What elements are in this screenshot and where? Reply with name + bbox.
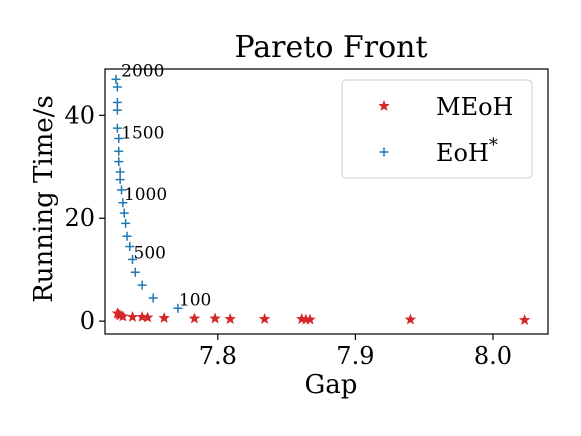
data-point-eoh-13 — [121, 218, 131, 228]
data-point-eoh-0 — [111, 74, 121, 84]
data-point-eoh-2 — [112, 97, 122, 107]
axes-frame — [104, 68, 549, 335]
data-point-meoh-5 — [136, 310, 148, 322]
data-point-meoh-6 — [141, 311, 154, 323]
data-point-meoh-11 — [258, 313, 271, 324]
data-point-eoh-16 — [128, 254, 138, 264]
annotation-500: 500 — [134, 243, 166, 263]
data-point-meoh-9 — [209, 312, 221, 324]
data-point-meoh-15 — [404, 313, 417, 325]
data-point-eoh-19 — [148, 293, 158, 303]
x-tick-label-2: 8.0 — [474, 342, 512, 370]
data-point-meoh-4 — [126, 310, 139, 322]
data-point-eoh-6 — [114, 146, 124, 156]
data-point-meoh-10 — [224, 313, 236, 324]
legend-label-meoh: MEoH — [436, 93, 513, 121]
plot-area: 2000 1500 1000 500 100 — [111, 62, 531, 325]
x-tick-label-1: 7.9 — [336, 342, 374, 370]
data-point-eoh-15 — [125, 242, 135, 252]
y-axis-label: Running Time/s — [29, 95, 59, 303]
data-point-eoh-12 — [119, 208, 129, 218]
data-point-eoh-20 — [173, 303, 183, 313]
data-point-eoh-17 — [130, 267, 140, 277]
legend-marker-eoh — [379, 147, 389, 157]
annotation-100: 100 — [179, 291, 211, 311]
series-meoh — [111, 307, 531, 325]
data-point-meoh-14 — [304, 313, 316, 325]
data-point-eoh-8 — [115, 167, 125, 177]
data-point-eoh-1 — [112, 82, 122, 92]
data-point-meoh-7 — [158, 311, 170, 323]
data-point-eoh-5 — [114, 133, 124, 143]
legend-label-superscript: * — [489, 135, 498, 156]
annotation-1000: 1000 — [124, 185, 167, 205]
series-eoh — [111, 74, 183, 313]
data-point-meoh-8 — [188, 312, 201, 324]
legend-label-eoh: EoH* — [436, 135, 498, 168]
y-tick-label-2: 40 — [64, 101, 95, 129]
legend-box — [341, 79, 533, 179]
data-point-eoh-11 — [118, 198, 128, 208]
axes: 7.8 7.9 8.0 0 20 40 — [64, 68, 549, 370]
legend-marker-meoh — [378, 99, 390, 111]
data-point-eoh-18 — [137, 280, 147, 290]
chart-title: Pareto Front — [234, 30, 427, 65]
y-tick-label-0: 0 — [80, 307, 95, 335]
y-tick-label-1: 20 — [64, 204, 95, 232]
data-point-eoh-9 — [115, 175, 125, 185]
x-tick-label-0: 7.8 — [199, 342, 237, 370]
x-axis-label: Gap — [305, 370, 358, 400]
annotation-2000: 2000 — [121, 62, 164, 82]
data-point-meoh-16 — [518, 314, 531, 325]
annotation-1500: 1500 — [121, 123, 164, 143]
data-point-eoh-14 — [122, 231, 132, 241]
data-point-eoh-10 — [117, 185, 127, 195]
legend: MEoH EoH* — [341, 79, 533, 179]
data-point-eoh-4 — [112, 123, 122, 133]
data-point-meoh-3 — [117, 310, 129, 322]
data-point-eoh-3 — [112, 105, 122, 115]
data-point-eoh-7 — [114, 157, 124, 167]
